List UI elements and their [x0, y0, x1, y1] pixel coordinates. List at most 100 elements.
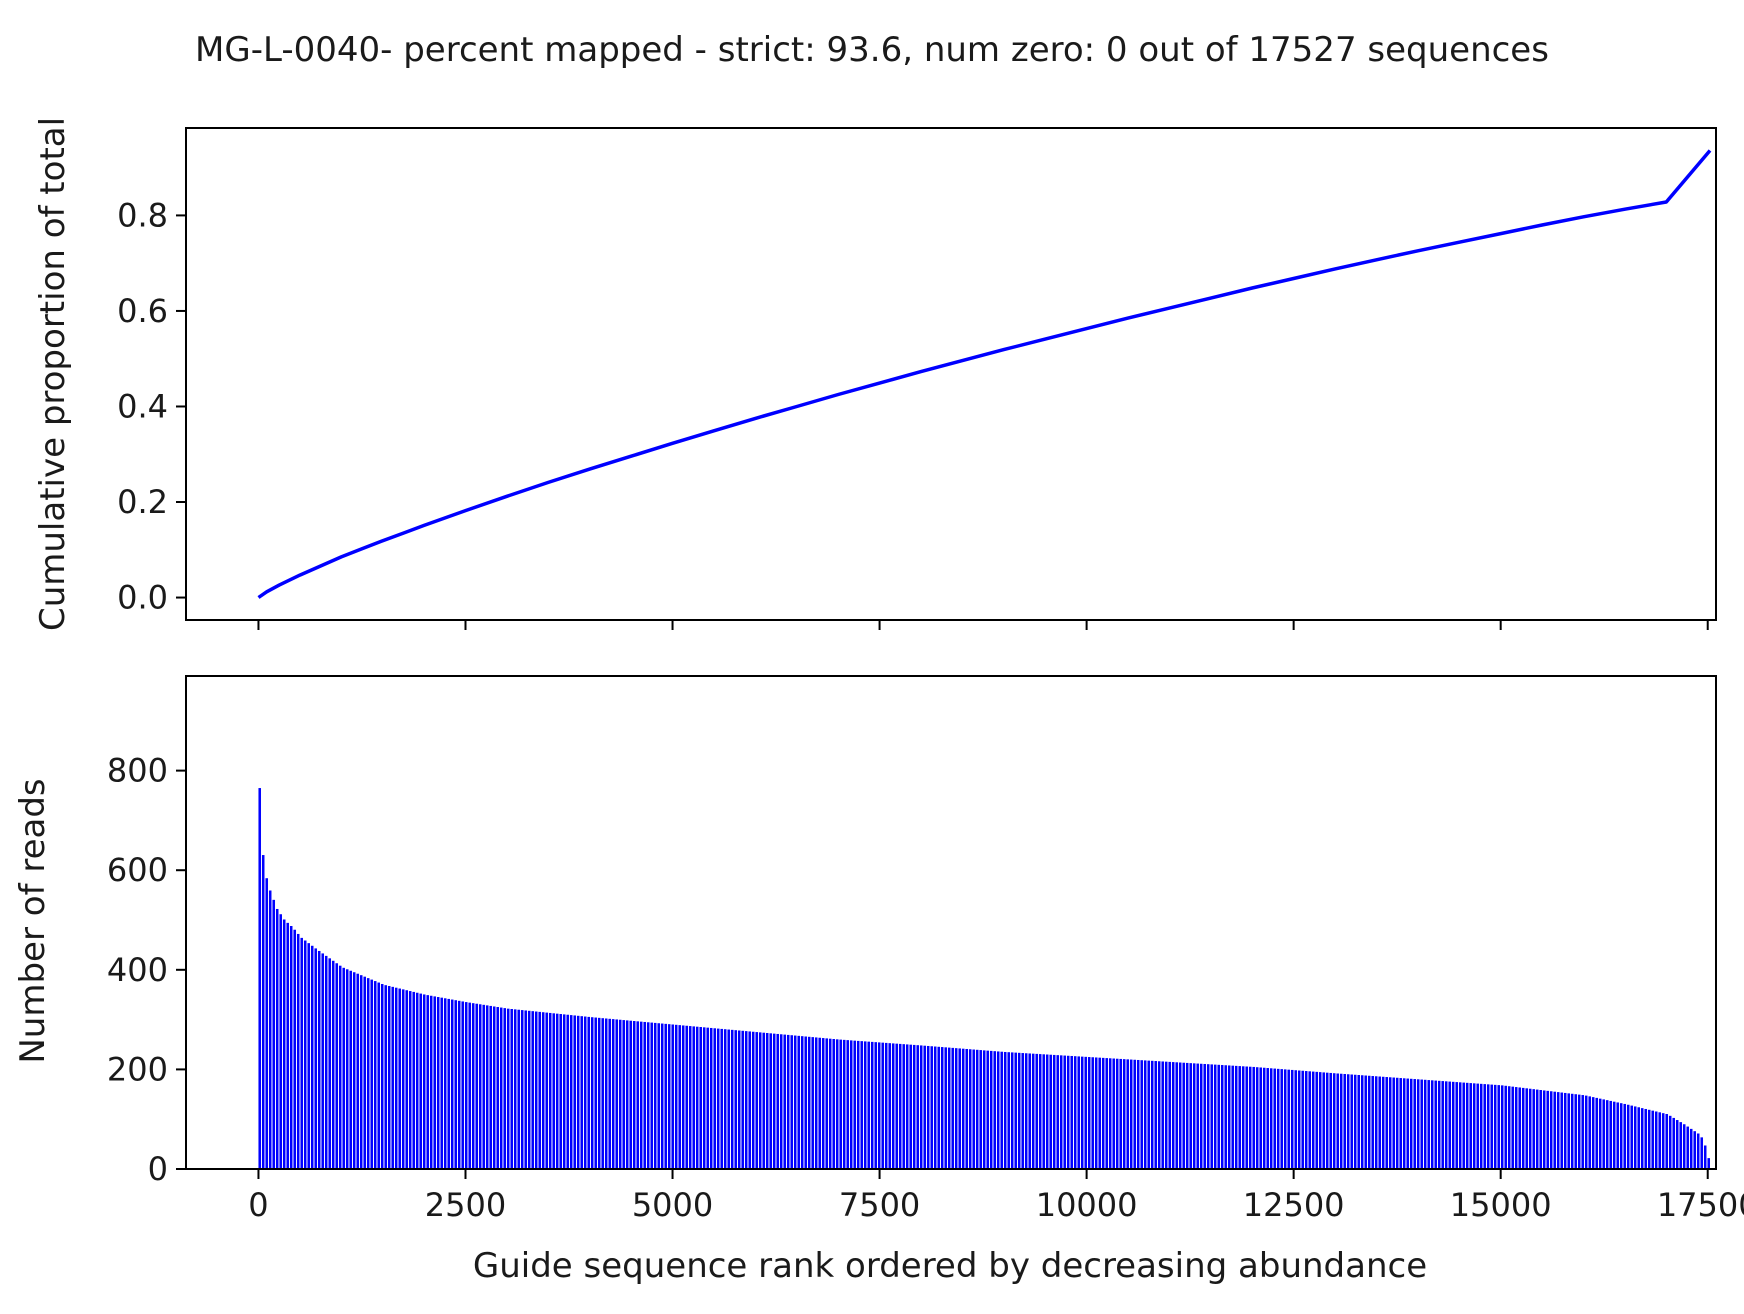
read-count-bar	[1143, 1060, 1147, 1169]
read-count-bar	[1633, 1106, 1637, 1169]
read-count-bar	[447, 998, 450, 1169]
read-count-bar	[664, 1023, 667, 1169]
read-count-bar	[1028, 1053, 1031, 1169]
read-count-bar	[429, 995, 433, 1169]
read-count-bar	[1294, 1070, 1297, 1169]
read-count-bar	[625, 1020, 629, 1169]
read-count-bar	[671, 1024, 674, 1169]
read-count-bar	[1357, 1075, 1360, 1169]
read-count-bar	[328, 958, 331, 1169]
read-count-bar	[258, 788, 261, 1169]
read-count-bar	[699, 1027, 702, 1169]
read-count-bar	[1602, 1099, 1605, 1169]
read-count-bar	[496, 1007, 499, 1169]
read-count-bar	[1126, 1059, 1129, 1169]
top-y-tick-label: 0.4	[117, 387, 168, 425]
read-count-bar	[989, 1050, 993, 1169]
read-count-bar	[408, 991, 412, 1169]
read-count-bar	[1150, 1060, 1154, 1169]
read-count-bar	[559, 1014, 562, 1169]
read-count-bar	[1000, 1051, 1003, 1169]
read-count-bar	[1696, 1133, 1700, 1169]
read-count-bar	[1413, 1079, 1416, 1169]
read-count-bar	[898, 1043, 902, 1169]
read-count-bar	[965, 1048, 968, 1169]
read-count-bar	[954, 1048, 958, 1169]
read-count-bar	[1350, 1074, 1353, 1169]
read-count-bar	[293, 929, 296, 1169]
read-count-bar	[1574, 1094, 1577, 1169]
read-count-bar	[674, 1024, 678, 1169]
read-count-bar	[1479, 1083, 1483, 1169]
read-count-bar	[1112, 1058, 1115, 1169]
read-count-bar	[1451, 1081, 1455, 1169]
read-count-bar	[825, 1038, 828, 1169]
read-count-bar	[303, 940, 307, 1169]
read-count-bar	[765, 1033, 769, 1169]
read-count-bar	[1353, 1074, 1357, 1169]
read-count-bar	[1003, 1051, 1007, 1169]
read-count-bar	[1210, 1064, 1213, 1169]
read-count-bar	[1231, 1065, 1234, 1169]
read-count-bar	[1584, 1095, 1588, 1169]
read-count-bar	[1448, 1081, 1451, 1169]
read-count-bar	[307, 943, 310, 1169]
read-count-bar	[1640, 1108, 1644, 1169]
read-count-bar	[1266, 1068, 1269, 1169]
bottom-y-tick-label: 800	[107, 752, 168, 790]
read-count-bar	[321, 953, 324, 1169]
read-count-bar	[1679, 1122, 1682, 1169]
top-series	[257, 149, 1712, 599]
read-count-bar	[405, 990, 408, 1169]
read-count-bar	[583, 1016, 587, 1169]
read-count-bar	[531, 1011, 534, 1169]
read-count-bar	[891, 1043, 895, 1169]
read-count-bar	[1203, 1063, 1206, 1169]
read-count-bar	[1630, 1105, 1633, 1169]
read-count-bar	[1259, 1067, 1262, 1169]
read-count-bar	[804, 1036, 807, 1169]
read-count-bar	[1241, 1066, 1245, 1169]
read-count-bar	[552, 1013, 555, 1169]
read-count-bar	[506, 1008, 510, 1169]
read-count-bar	[1052, 1054, 1056, 1169]
read-count-bar	[1399, 1078, 1402, 1169]
read-count-bar	[744, 1031, 748, 1169]
read-count-bar	[657, 1023, 660, 1169]
read-count-bar	[615, 1019, 618, 1169]
read-count-bar	[468, 1002, 471, 1169]
read-count-bar	[958, 1048, 961, 1169]
figure-title: MG-L-0040- percent mapped - strict: 93.6…	[195, 30, 1549, 70]
read-count-bar	[930, 1046, 933, 1169]
read-count-bar	[331, 960, 335, 1169]
read-count-bar	[1168, 1061, 1171, 1169]
read-count-bar	[1105, 1058, 1108, 1169]
read-count-bar	[1091, 1057, 1094, 1169]
read-count-bar	[426, 995, 429, 1169]
read-count-bar	[1175, 1062, 1178, 1169]
read-count-bar	[723, 1029, 727, 1169]
read-count-bar	[380, 984, 384, 1169]
read-count-bar	[1441, 1081, 1444, 1169]
read-count-bar	[1318, 1072, 1322, 1169]
read-count-bar	[1304, 1071, 1308, 1169]
read-count-bar	[1409, 1078, 1413, 1169]
read-count-bar	[1098, 1057, 1101, 1169]
read-count-bar	[1521, 1087, 1525, 1169]
read-count-bar	[1402, 1078, 1406, 1169]
read-count-bar	[1374, 1076, 1378, 1169]
read-count-bar	[972, 1049, 975, 1169]
read-count-bar	[905, 1044, 909, 1169]
read-count-bar	[860, 1041, 863, 1169]
read-count-bar	[471, 1003, 475, 1169]
top-y-tick-label: 0.0	[117, 579, 168, 617]
read-count-bar	[1164, 1061, 1168, 1169]
read-count-bar	[611, 1019, 615, 1169]
read-count-bar	[695, 1026, 699, 1169]
read-count-bar	[1686, 1126, 1689, 1169]
read-count-bar	[856, 1040, 860, 1169]
read-count-bar	[1619, 1103, 1623, 1169]
read-count-bar	[1080, 1056, 1084, 1169]
read-count-bar	[1007, 1052, 1010, 1169]
